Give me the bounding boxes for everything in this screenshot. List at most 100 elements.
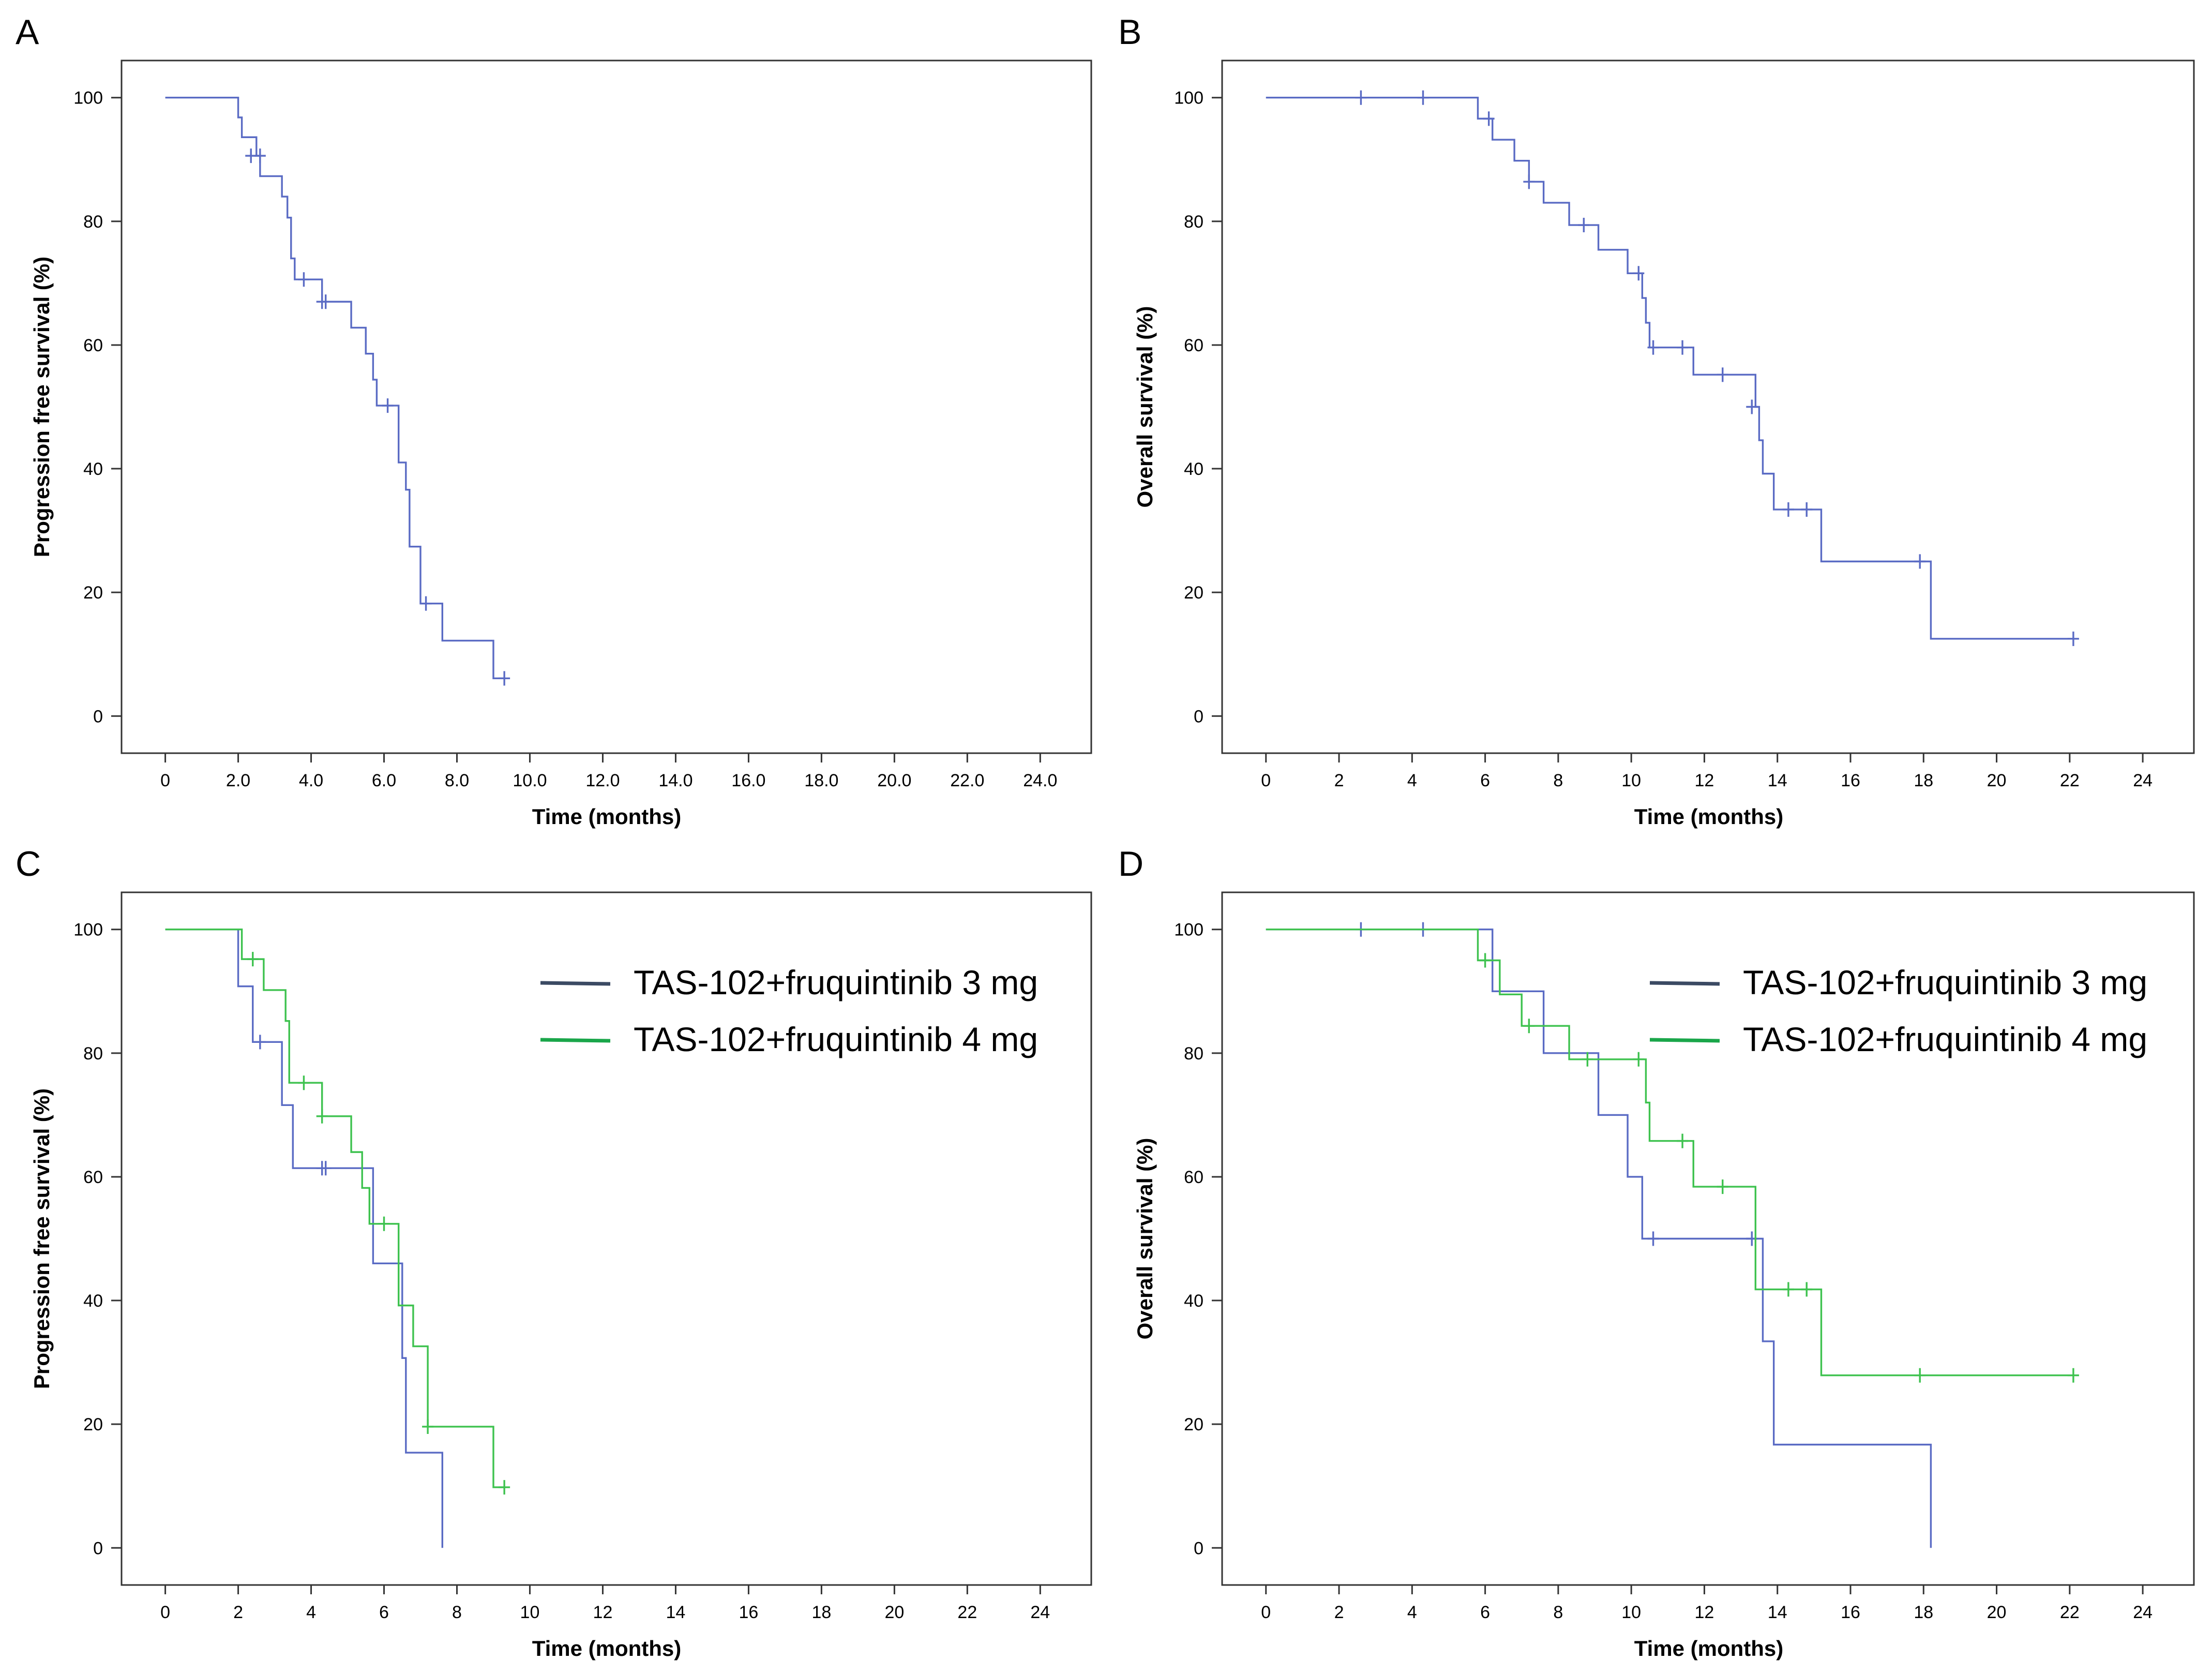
x-tick-label: 0 <box>1261 1603 1271 1622</box>
y-tick-label: 0 <box>1194 1538 1203 1558</box>
x-tick-label: 24 <box>1030 1603 1050 1622</box>
panel-letter: D <box>1118 844 1143 884</box>
censor-mark <box>1914 1368 1926 1383</box>
censor-mark <box>1801 502 1813 517</box>
x-tick-label: 2 <box>233 1603 243 1622</box>
x-tick-label: 18.0 <box>804 771 838 790</box>
y-tick-label: 0 <box>1194 707 1203 726</box>
x-tick-label: 8 <box>1553 1603 1563 1622</box>
x-tick-label: 14.0 <box>658 771 693 790</box>
x-tick-label: 12 <box>1695 1603 1714 1622</box>
plot-frame <box>121 59 1092 754</box>
censor-mark <box>298 272 310 287</box>
x-tick-label: 16 <box>739 1603 758 1622</box>
censor-mark <box>378 1216 390 1231</box>
censor-mark <box>2067 1368 2079 1383</box>
censor-mark <box>1523 1019 1535 1034</box>
censor-mark <box>1633 1052 1645 1067</box>
x-axis-title: Time (months) <box>532 804 682 829</box>
y-tick-label: 0 <box>93 1538 103 1558</box>
legend-label: TAS-102+fruquintinib 3 mg <box>1743 963 2147 1001</box>
censor-mark <box>499 1480 510 1495</box>
censor-mark <box>1647 340 1659 355</box>
x-tick-label: 20 <box>1987 1603 2007 1622</box>
survival-curve <box>1266 97 2073 640</box>
censor-mark <box>1582 1052 1593 1067</box>
x-tick-label: 16.0 <box>731 771 765 790</box>
censor-mark <box>320 294 332 309</box>
x-tick-label: 8 <box>1553 771 1563 790</box>
y-axis-title: Overall survival (%) <box>1133 1138 1157 1340</box>
panel-letter: C <box>16 844 41 884</box>
censor-mark <box>1578 218 1590 233</box>
x-tick-label: 14 <box>666 1603 686 1622</box>
panel-letter: A <box>16 12 39 52</box>
x-tick-label: 10 <box>1621 1603 1641 1622</box>
censor-mark <box>254 1035 266 1050</box>
x-tick-label: 22 <box>957 1603 977 1622</box>
legend-swatch <box>540 981 611 986</box>
x-tick-label: 12.0 <box>585 771 620 790</box>
x-tick-label: 24 <box>2133 771 2153 790</box>
x-tick-label: 0 <box>160 771 170 790</box>
x-tick-label: 6.0 <box>372 771 396 790</box>
y-tick-label: 60 <box>1184 336 1203 355</box>
x-axis-title: Time (months) <box>532 1636 682 1661</box>
y-tick-label: 60 <box>83 1168 103 1187</box>
survival-curve <box>1266 929 2073 1377</box>
x-tick-label: 24.0 <box>1023 771 1057 790</box>
censor-mark <box>247 952 259 967</box>
y-tick-label: 60 <box>1184 1168 1203 1187</box>
y-tick-label: 20 <box>1184 1415 1203 1434</box>
censor-mark <box>316 1109 328 1124</box>
x-tick-label: 6 <box>1480 771 1490 790</box>
x-tick-label: 18 <box>811 1603 831 1622</box>
x-tick-label: 18 <box>1914 1603 1933 1622</box>
censor-mark <box>1801 1282 1813 1297</box>
x-tick-label: 14 <box>1768 771 1787 790</box>
x-tick-label: 2 <box>1334 771 1344 790</box>
x-axis-title: Time (months) <box>1634 804 1784 829</box>
plot-frame <box>1221 891 2195 1586</box>
x-tick-label: 24 <box>2133 1603 2153 1622</box>
plot-frame <box>121 891 1092 1586</box>
x-tick-label: 8.0 <box>445 771 469 790</box>
x-tick-label: 4 <box>1407 771 1417 790</box>
y-axis-title: Overall survival (%) <box>1133 306 1157 508</box>
x-tick-label: 2.0 <box>226 771 250 790</box>
censor-mark <box>1746 399 1758 414</box>
plot-frame <box>1221 59 2195 754</box>
x-tick-label: 6 <box>1480 1603 1490 1622</box>
x-tick-label: 8 <box>452 1603 462 1622</box>
panel-letter: B <box>1118 12 1141 52</box>
y-tick-label: 20 <box>83 1415 103 1434</box>
x-tick-label: 16 <box>1841 771 1860 790</box>
y-tick-label: 100 <box>73 920 103 940</box>
legend-label: TAS-102+fruquintinib 4 mg <box>1743 1020 2147 1058</box>
x-tick-label: 2 <box>1334 1603 1344 1622</box>
censor-mark <box>1417 90 1429 105</box>
censor-mark <box>1914 554 1926 569</box>
panel-a: A 0 20 40 60 80 100 0 2.0 4.0 6.0 8.0 10.0 12.0 14.0 16… <box>16 12 1092 829</box>
y-tick-label: 20 <box>1184 583 1203 603</box>
censor-mark <box>499 671 510 686</box>
y-tick-label: 100 <box>1174 88 1203 108</box>
censor-mark <box>1483 111 1495 126</box>
y-tick-label: 100 <box>1174 920 1203 940</box>
censor-mark <box>420 596 432 611</box>
x-tick-label: 12 <box>1695 771 1714 790</box>
y-axis-title: Progression free survival (%) <box>29 257 54 557</box>
x-tick-label: 14 <box>1768 1603 1787 1622</box>
censor-mark <box>1523 174 1535 189</box>
y-tick-label: 20 <box>83 583 103 603</box>
survival-curve <box>165 929 505 1488</box>
censor-mark <box>1355 90 1367 105</box>
censor-mark <box>1677 1133 1689 1148</box>
y-tick-label: 40 <box>83 459 103 479</box>
x-tick-label: 4 <box>306 1603 316 1622</box>
legend-label: TAS-102+fruquintinib 4 mg <box>634 1020 1038 1058</box>
